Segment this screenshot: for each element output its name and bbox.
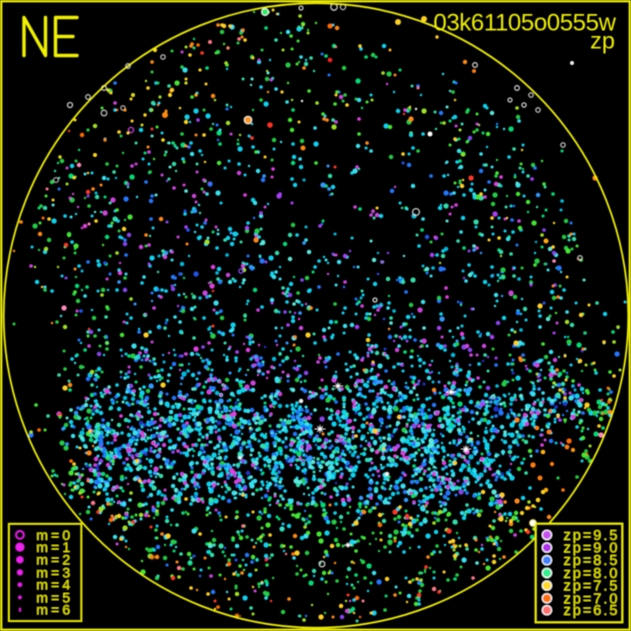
svg-text:m=0: m=0	[36, 527, 73, 543]
svg-text:m=1: m=1	[36, 539, 73, 555]
svg-text:zp=7.5: zp=7.5	[564, 579, 620, 595]
svg-text:m=5: m=5	[36, 589, 73, 605]
svg-text:03k61105o0555w: 03k61105o0555w	[433, 10, 616, 37]
svg-text:m=2: m=2	[36, 552, 73, 568]
svg-text:zp=9.5: zp=9.5	[564, 528, 620, 544]
svg-text:zp=8.0: zp=8.0	[564, 566, 620, 582]
svg-text:zp=9.0: zp=9.0	[564, 541, 620, 557]
svg-text:zp: zp	[590, 27, 615, 53]
svg-text:m=4: m=4	[36, 577, 73, 593]
svg-text:zp=7.0: zp=7.0	[564, 591, 620, 607]
svg-text:m=6: m=6	[36, 602, 73, 618]
svg-text:zp=8.5: zp=8.5	[564, 553, 620, 569]
svg-text:zp=6.5: zp=6.5	[564, 603, 620, 619]
svg-text:m=3: m=3	[36, 564, 73, 580]
